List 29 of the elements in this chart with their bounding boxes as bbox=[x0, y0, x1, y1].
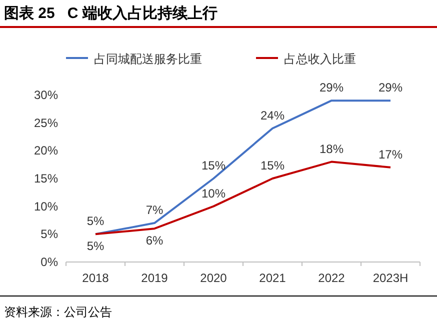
legend-label: 占总收入比重 bbox=[284, 52, 356, 66]
y-tick-label: 20% bbox=[34, 144, 58, 158]
data-label: 29% bbox=[378, 80, 403, 95]
data-label: 15% bbox=[201, 158, 226, 172]
x-tick-label: 2020 bbox=[200, 271, 228, 285]
x-tick-label: 2023H bbox=[372, 271, 408, 285]
data-label: 17% bbox=[378, 147, 403, 162]
y-tick-label: 25% bbox=[34, 116, 58, 130]
text: 资料来源：公司公告 bbox=[4, 305, 112, 319]
y-tick-label: 0% bbox=[40, 255, 58, 269]
x-tick-label: 2019 bbox=[141, 271, 168, 285]
data-label: 24% bbox=[260, 108, 285, 122]
y-tick-label: 15% bbox=[34, 172, 58, 186]
data-label: 29% bbox=[319, 80, 344, 95]
data-label: 15% bbox=[260, 158, 285, 172]
x-tick-label: 2021 bbox=[259, 271, 286, 285]
data-label: 10% bbox=[201, 186, 226, 200]
chart-title: 图表 25 C 端收入占比持续上行 bbox=[4, 5, 218, 22]
x-tick-label: 2018 bbox=[82, 271, 110, 285]
legend-label: 占同城配送服务比重 bbox=[94, 52, 202, 66]
data-label: 5% bbox=[86, 214, 104, 228]
data-label: 7% bbox=[146, 203, 164, 218]
x-tick-label: 2022 bbox=[318, 271, 346, 285]
data-label: 18% bbox=[319, 142, 344, 156]
y-tick-label: 5% bbox=[40, 227, 58, 242]
y-tick-label: 10% bbox=[34, 199, 58, 214]
y-tick-label: 30% bbox=[34, 88, 58, 102]
data-label: 5% bbox=[86, 239, 104, 254]
data-label: 6% bbox=[146, 234, 164, 248]
